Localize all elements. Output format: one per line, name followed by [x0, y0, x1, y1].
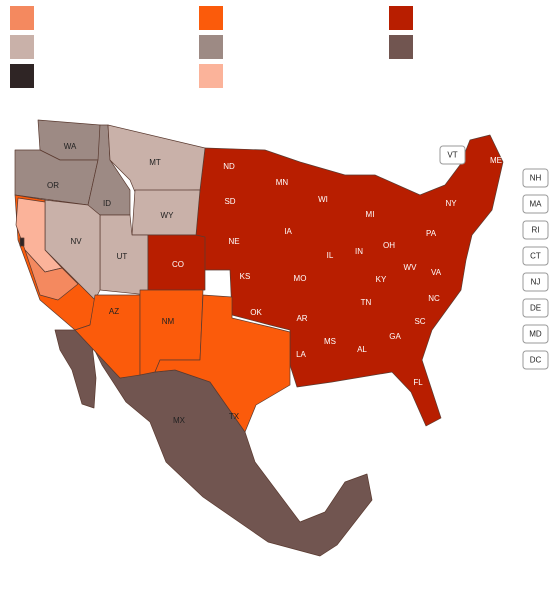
region-label: MS	[324, 337, 336, 346]
region-label: LA	[296, 350, 306, 359]
legend-swatch	[199, 35, 223, 59]
box-label: DC	[530, 356, 542, 365]
region-label: UT	[117, 252, 128, 261]
region-label: AL	[357, 345, 367, 354]
region-label: ME	[490, 156, 502, 165]
region-ca-mid	[24, 249, 79, 301]
legend-swatch	[389, 6, 413, 30]
region-co	[147, 234, 206, 293]
box-label: NJ	[531, 278, 541, 287]
box-label: VT	[447, 151, 457, 160]
box-frame	[522, 324, 549, 344]
region-label: ND	[223, 162, 235, 171]
box-label: MD	[529, 330, 542, 339]
legend-swatch	[389, 35, 413, 59]
region-label: ID	[103, 199, 111, 208]
region-label: OK	[250, 308, 262, 317]
small-state-box[interactable]: DC	[522, 350, 549, 370]
box-frame	[522, 272, 549, 292]
box-frame	[522, 350, 549, 370]
region-label: CO	[172, 260, 184, 269]
box-frame	[439, 145, 466, 165]
region-label: WY	[161, 211, 175, 220]
region-ca-bay	[19, 237, 25, 247]
box-label: DE	[530, 304, 541, 313]
legend-swatch	[199, 64, 223, 88]
region-label: MX	[173, 416, 186, 425]
region-label: NC	[428, 294, 440, 303]
region-label: VA	[431, 268, 442, 277]
legend	[10, 6, 413, 88]
small-state-box[interactable]: RI	[522, 220, 549, 240]
box-frame	[522, 168, 549, 188]
region-label: OH	[383, 241, 395, 250]
region-label: PA	[426, 229, 437, 238]
region-tx	[154, 294, 291, 433]
box-frame	[522, 220, 549, 240]
region-label: MT	[149, 158, 161, 167]
region-label: NY	[445, 199, 457, 208]
box-frame	[522, 246, 549, 266]
region-label: SC	[414, 317, 425, 326]
small-state-box[interactable]: MA	[522, 194, 549, 214]
region-label: IA	[284, 227, 292, 236]
region-east	[147, 134, 504, 427]
region-label: NE	[228, 237, 239, 246]
small-state-box[interactable]: MD	[522, 324, 549, 344]
regions	[14, 119, 504, 557]
box-label: MA	[530, 200, 543, 209]
legend-swatch	[199, 6, 223, 30]
region-label: SD	[224, 197, 235, 206]
region-label: NM	[162, 317, 175, 326]
region-label: IN	[355, 247, 363, 256]
small-state-box[interactable]: VT	[439, 145, 466, 165]
box-frame	[522, 298, 549, 318]
legend-swatch	[10, 35, 34, 59]
box-label: NH	[530, 174, 542, 183]
region-label: AZ	[109, 307, 119, 316]
region-label: KS	[240, 272, 251, 281]
region-label: WI	[318, 195, 328, 204]
region-label: IL	[327, 251, 334, 260]
box-label: CT	[530, 252, 541, 261]
small-state-box[interactable]: NH	[522, 168, 549, 188]
region-label: MN	[276, 178, 289, 187]
legend-swatch	[10, 64, 34, 88]
small-state-box[interactable]: DE	[522, 298, 549, 318]
region-label: OR	[47, 181, 59, 190]
small-state-box[interactable]: NJ	[522, 272, 549, 292]
region-label: FL	[413, 378, 423, 387]
region-label: TX	[229, 412, 240, 421]
region-label: WA	[64, 142, 77, 151]
box-frame	[522, 194, 549, 214]
labels: WA OR ID MT WY NV UT CO AZ NM TX ND SD NE KS OK MN IA MO AR…	[47, 142, 549, 425]
region-label: NV	[70, 237, 82, 246]
region-label: AR	[296, 314, 307, 323]
legend-swatch	[10, 6, 34, 30]
box-label: RI	[532, 226, 540, 235]
small-state-box[interactable]: CT	[522, 246, 549, 266]
region-label: MI	[366, 210, 375, 219]
region-label: TN	[361, 298, 372, 307]
region-label: KY	[376, 275, 387, 284]
region-label: GA	[389, 332, 401, 341]
region-label: WV	[404, 263, 418, 272]
region-label: MO	[294, 274, 307, 283]
